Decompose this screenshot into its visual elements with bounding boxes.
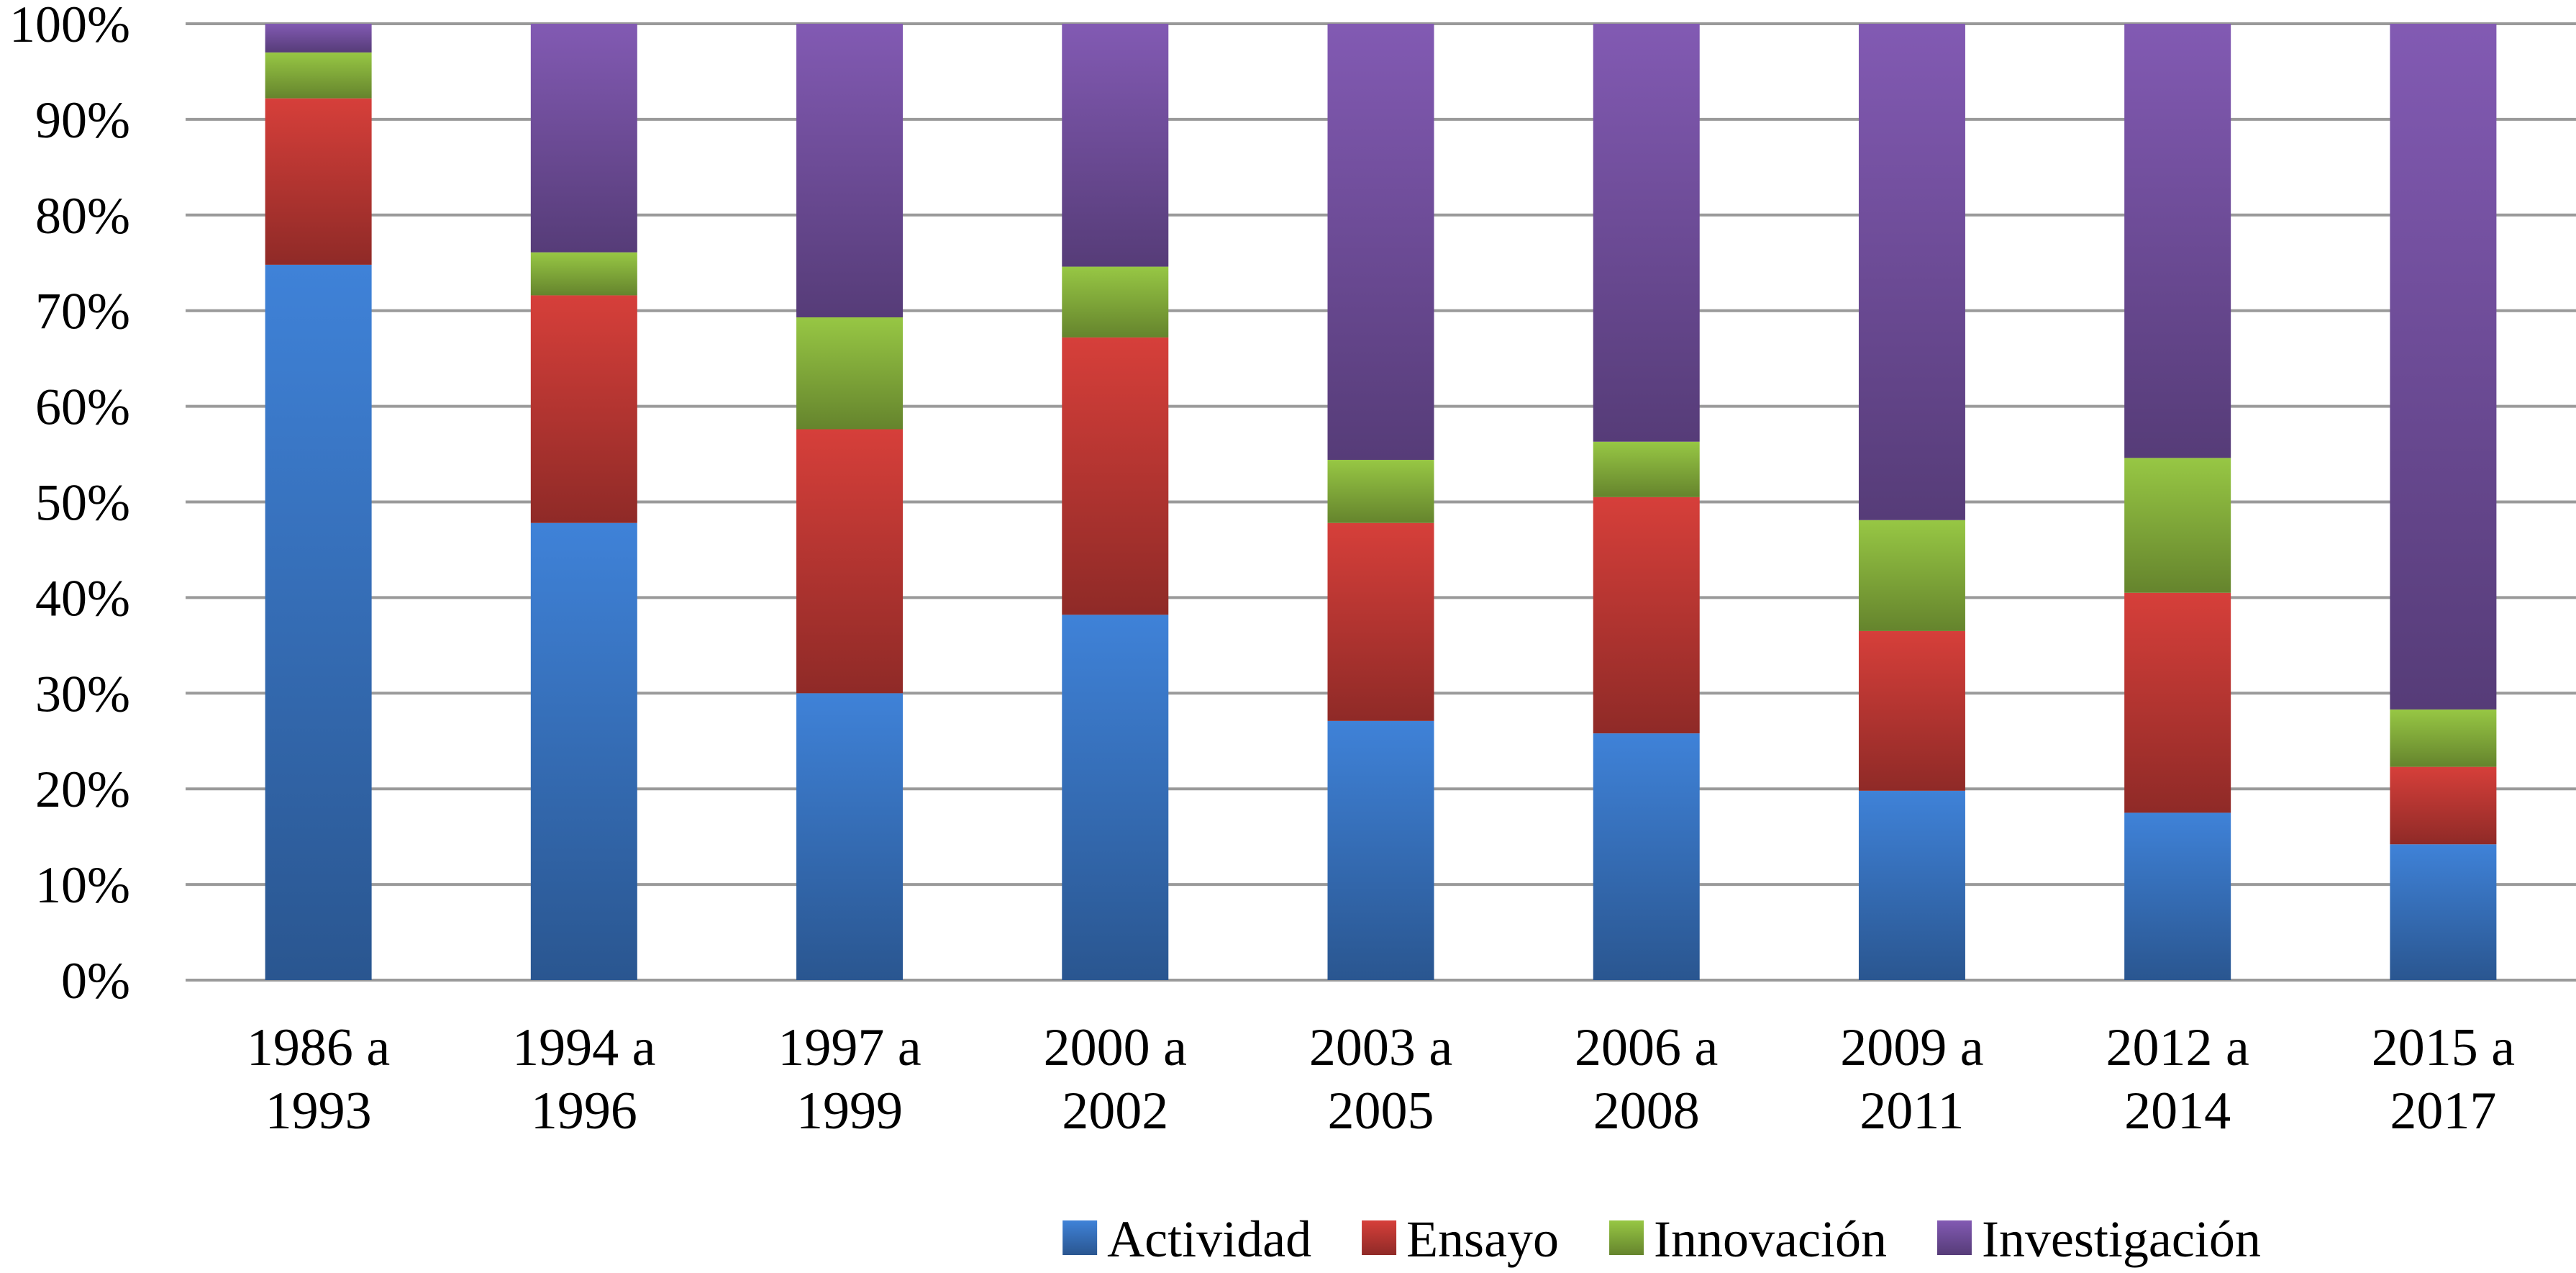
bar-segment-actividad bbox=[1593, 733, 1700, 980]
legend-swatch bbox=[1609, 1220, 1644, 1255]
bars bbox=[265, 24, 2497, 981]
x-tick-label: 2009 a 2011 bbox=[1840, 1018, 1983, 1141]
bar-segment-innovacion bbox=[530, 252, 637, 296]
legend: Actividad Ensayo Innovación Investigación bbox=[1062, 1210, 2261, 1268]
legend-label: Innovación bbox=[1654, 1210, 1887, 1268]
x-tick-label: 2015 a 2017 bbox=[2372, 1018, 2515, 1141]
legend-item-investigacion: Investigación bbox=[1936, 1210, 2261, 1268]
bar-segment-ensayo bbox=[2390, 766, 2497, 845]
legend-item-innovacion: Innovación bbox=[1609, 1210, 1887, 1268]
bar-segment-actividad bbox=[2390, 844, 2497, 980]
bar-segment-ensayo bbox=[1858, 630, 1965, 791]
bar-segment-investigacion bbox=[2124, 24, 2231, 458]
x-tick-label: 1986 a 1993 bbox=[247, 1018, 390, 1141]
bar-segment-actividad bbox=[1062, 615, 1169, 980]
bar-segment-ensayo bbox=[1593, 497, 1700, 734]
y-tick-label: 0% bbox=[61, 952, 130, 1010]
y-tick-label: 50% bbox=[35, 474, 130, 532]
y-tick-label: 60% bbox=[35, 379, 130, 436]
bar-segment-innovacion bbox=[1062, 266, 1169, 337]
bar-segment-ensayo bbox=[1327, 522, 1434, 721]
y-axis-ticks: 0% 10% 20% 30% 40% 50% 60% 70% 80% 90% 100% bbox=[9, 0, 130, 1010]
bar-segment-investigacion bbox=[796, 24, 904, 318]
bar-segment-investigacion bbox=[1593, 24, 1700, 442]
legend-swatch bbox=[1062, 1220, 1098, 1255]
y-tick-label: 40% bbox=[35, 569, 130, 627]
legend-label: Ensayo bbox=[1406, 1210, 1559, 1268]
y-tick-label: 70% bbox=[35, 283, 130, 340]
x-axis-ticks: 1986 a 1993 1994 a 1996 1997 a 1999 2000 a 2002… bbox=[247, 1018, 2515, 1141]
x-tick-label: 2000 a 2002 bbox=[1044, 1018, 1187, 1141]
x-tick-label: 2006 a 2008 bbox=[1575, 1018, 1718, 1141]
legend-label: Investigación bbox=[1982, 1210, 2261, 1268]
legend-swatch bbox=[1936, 1220, 1972, 1255]
bar-segment-innovacion bbox=[1858, 520, 1965, 631]
legend-label: Actividad bbox=[1107, 1210, 1311, 1268]
bar-segment-actividad bbox=[1327, 720, 1434, 980]
bar-segment-innovacion bbox=[2390, 709, 2497, 767]
bar-segment-ensayo bbox=[2124, 592, 2231, 813]
y-tick-label: 90% bbox=[35, 91, 130, 149]
bar-segment-investigacion bbox=[530, 24, 637, 253]
bar-segment-innovacion bbox=[1593, 441, 1700, 497]
bar-segment-investigacion bbox=[1327, 24, 1434, 461]
x-tick-label: 1997 a 1999 bbox=[778, 1018, 921, 1141]
legend-swatch bbox=[1362, 1220, 1397, 1255]
y-tick-label: 80% bbox=[35, 187, 130, 245]
bar-segment-innovacion bbox=[1327, 460, 1434, 523]
bar-segment-ensayo bbox=[265, 98, 372, 265]
x-tick-label: 2012 a 2014 bbox=[2106, 1018, 2249, 1141]
bar-segment-ensayo bbox=[1062, 337, 1169, 615]
bar-segment-investigacion bbox=[265, 24, 372, 53]
legend-item-actividad: Actividad bbox=[1062, 1210, 1311, 1268]
bar-segment-actividad bbox=[530, 522, 637, 980]
bar-segment-investigacion bbox=[2390, 24, 2497, 710]
x-tick-label: 2003 a 2005 bbox=[1309, 1018, 1452, 1141]
bar-segment-ensayo bbox=[796, 429, 904, 694]
bar-segment-ensayo bbox=[530, 295, 637, 523]
y-tick-label: 20% bbox=[35, 761, 130, 818]
x-tick-label: 1994 a 1996 bbox=[512, 1018, 655, 1141]
legend-item-ensayo: Ensayo bbox=[1362, 1210, 1559, 1268]
y-tick-label: 100% bbox=[9, 0, 130, 53]
bar-segment-actividad bbox=[265, 264, 372, 981]
bar-segment-investigacion bbox=[1858, 24, 1965, 520]
bar-segment-actividad bbox=[796, 693, 904, 980]
y-tick-label: 30% bbox=[35, 665, 130, 722]
bar-segment-innovacion bbox=[2124, 458, 2231, 593]
bar-segment-innovacion bbox=[796, 317, 904, 430]
bar-segment-investigacion bbox=[1062, 24, 1169, 267]
bar-segment-actividad bbox=[1858, 790, 1965, 980]
bar-segment-actividad bbox=[2124, 812, 2231, 980]
bar-segment-innovacion bbox=[265, 52, 372, 99]
y-tick-label: 10% bbox=[35, 856, 130, 914]
